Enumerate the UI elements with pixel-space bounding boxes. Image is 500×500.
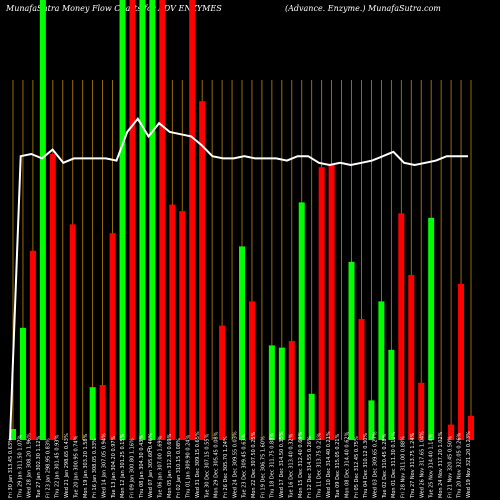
x-tick-label: Mon 08 Dec 314.40 0.62% bbox=[345, 431, 351, 498]
x-tick-label: Wed 24 Dec 309.55 0.03% bbox=[232, 431, 238, 498]
bar-up bbox=[388, 349, 395, 440]
price-line bbox=[9, 117, 468, 441]
x-tick-label: Tue 20 Jan 300.95 0.74% bbox=[73, 435, 79, 499]
bar-down bbox=[328, 165, 335, 440]
x-tick-label: Thu 27 Nov 313.75 1.24% bbox=[410, 433, 416, 499]
x-tick-label: Wed 07 Jan 305.60 0.46% bbox=[148, 433, 154, 498]
bar-up bbox=[278, 347, 285, 440]
bar-down bbox=[448, 424, 455, 440]
bar-down bbox=[248, 301, 255, 440]
x-tick-label: Tue 09 Dec 315.05 0.21% bbox=[335, 433, 341, 499]
x-tick-label: Thu 08 Jan 304.30 0.43% bbox=[139, 435, 145, 499]
x-tick-label: Tue 27 Jan 302.30 1.12% bbox=[36, 435, 42, 499]
x-tick-label: Thu 18 Dec 311.75 0.88% bbox=[270, 433, 276, 499]
x-tick-label: Mon 19 Jan 303.20 1.58% bbox=[83, 433, 89, 498]
x-tick-label: Tue 06 Jan 307.00 1.69% bbox=[158, 435, 164, 499]
x-tick-label: Mon 12 Jan 301.25 0.15% bbox=[120, 433, 126, 498]
x-tick-label: Mon 24 Nov 317.20 1.02% bbox=[438, 431, 444, 498]
x-tick-label: Wed 26 Nov 317.65 1.04% bbox=[419, 431, 425, 498]
bar-down bbox=[318, 167, 325, 440]
x-tick-label: Mon 15 Dec 312.40 0.69% bbox=[298, 431, 304, 498]
bar-up bbox=[19, 327, 26, 440]
x-tick-label: Mon 05 Jan 312.30 0.69% bbox=[167, 433, 173, 498]
bar-down bbox=[189, 0, 196, 440]
bar-down bbox=[468, 415, 474, 440]
bar-up bbox=[298, 202, 305, 440]
price-line-path bbox=[9, 117, 468, 441]
bar-down bbox=[219, 325, 226, 440]
chart-subtitle: (Advance. Enzyme.) MunafaSutra.com bbox=[285, 4, 441, 13]
zero-label: 0 bbox=[147, 448, 150, 454]
x-tick-label: Mon 22 Dec 307.50 0.25% bbox=[251, 431, 257, 498]
x-tick-label: Tue 02 Dec 310.45 0.28% bbox=[382, 433, 388, 499]
x-tick-label: Fri 28 Nov 311.00 0.88% bbox=[401, 436, 407, 498]
bar-up bbox=[39, 0, 46, 440]
bar-up bbox=[428, 217, 435, 440]
bars bbox=[10, 0, 474, 440]
bar-down bbox=[129, 0, 136, 440]
chart-title: MunafaSutra Money Flow Charts for ADV EN… bbox=[6, 4, 222, 13]
x-tick-label: Thu 04 Dec 310.12 0.30% bbox=[363, 433, 369, 499]
bar-up bbox=[368, 400, 375, 440]
x-tick-label: Thu 20 Nov 322.05 0.26% bbox=[457, 433, 463, 499]
x-tick-label: Wed 31 Dec 309.15 0.65% bbox=[195, 431, 201, 498]
x-tick-label: Tue 30 Dec 307.15 0.55% bbox=[204, 433, 210, 499]
x-tick-label: Fri 02 Jan 310.15 0.08% bbox=[176, 438, 182, 498]
bar-down bbox=[398, 213, 405, 440]
bar-down bbox=[69, 224, 76, 440]
bar-down bbox=[109, 233, 116, 440]
x-tick-label: Fri 19 Dec 306.75 1.60% bbox=[260, 436, 266, 498]
bar-up bbox=[149, 0, 156, 440]
x-tick-label: Tue 25 Nov 314.40 1.14% bbox=[429, 433, 435, 499]
x-tick-label: Wed 03 Dec 309.65 0.27% bbox=[373, 431, 379, 498]
x-tick-label: Thu 29 Jan 311.50 1.07% bbox=[17, 435, 23, 499]
x-tick-label: Tue 13 Jan 304.20 0.97% bbox=[111, 435, 117, 499]
x-tick-label: Wed 14 Jan 307.05 0.94% bbox=[102, 433, 108, 498]
bar-up bbox=[239, 246, 245, 440]
bar-up bbox=[378, 301, 385, 440]
x-tick-label: Fri 23 Jan 298.95 0.83% bbox=[45, 438, 51, 498]
x-tick-label: Fri 26 Dec 305.70 1.24% bbox=[223, 436, 229, 498]
bar-up bbox=[308, 393, 315, 440]
bar-down bbox=[169, 204, 176, 440]
bar-down bbox=[29, 250, 36, 440]
x-tick-label: Fri 12 Dec 314.55 0.26% bbox=[307, 436, 313, 498]
bar-down bbox=[159, 0, 166, 440]
bar-down bbox=[458, 283, 465, 440]
bar-up bbox=[268, 345, 275, 440]
bar-down bbox=[49, 154, 56, 440]
bar-down bbox=[418, 382, 425, 440]
x-tick-label: Wed 21 Jan 298.65 0.43% bbox=[64, 433, 70, 498]
x-tick-label: Thu 11 Dec 313.75 0.21% bbox=[316, 433, 322, 499]
x-tick-label: Fri 09 Jan 300.80 1.16% bbox=[130, 438, 136, 498]
bar-down bbox=[199, 101, 206, 440]
x-tick-label: Wed 28 Jan 308.20 1.96% bbox=[27, 433, 33, 498]
bar-up bbox=[10, 429, 16, 440]
bar-down bbox=[408, 275, 415, 440]
x-tick-label: Mon 01 Dec 311.30 0.12% bbox=[391, 431, 397, 498]
x-tick-label: Wed 17 Dec 314.50 0.35% bbox=[279, 431, 285, 498]
x-tick-label: Fri 05 Dec 312.45 0.75% bbox=[354, 436, 360, 498]
x-tick-label: Mon 29 Dec 305.45 0.08% bbox=[214, 431, 220, 498]
x-tick-label: Tue 23 Dec 309.45 0.63% bbox=[242, 433, 248, 499]
x-tick-label: Fri 21 Nov 320.45 0.50% bbox=[447, 436, 453, 498]
bar-up bbox=[119, 0, 126, 440]
bar-down bbox=[288, 341, 295, 440]
bar-up bbox=[348, 261, 355, 440]
x-tick-label: Wed 10 Dec 314.40 0.21% bbox=[326, 431, 332, 498]
x-tick-label: Thu 22 Jan 301.45 0.93% bbox=[55, 435, 61, 499]
bar-down bbox=[99, 385, 106, 440]
x-tick-label: Thu 01 Jan 309.90 0.24% bbox=[186, 435, 192, 499]
bar-up bbox=[89, 387, 96, 440]
x-tick-labels: Fri 30 Jan 313.45 0.63% Thu 29 Jan 311.50… bbox=[8, 431, 472, 499]
bar-up bbox=[139, 0, 146, 440]
x-tick-label: Wed 19 Nov 321.20 0.23% bbox=[466, 431, 472, 498]
bar-down bbox=[179, 211, 186, 440]
x-tick-label: Tue 16 Dec 313.40 0.32% bbox=[288, 433, 294, 499]
x-tick-label: Fri 16 Jan 308.05 0.33% bbox=[92, 438, 98, 498]
x-tick-label: Fri 30 Jan 313.45 0.63% bbox=[8, 438, 14, 498]
bar-down bbox=[358, 319, 365, 440]
